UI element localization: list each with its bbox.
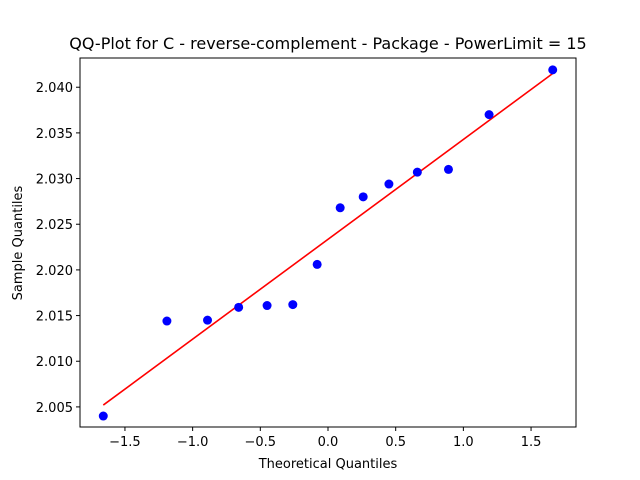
data-point <box>203 315 213 325</box>
data-point <box>335 203 345 213</box>
y-tick-label: 2.025 <box>36 218 73 233</box>
x-tick-label: −1.0 <box>177 435 209 450</box>
chart-title: QQ-Plot for C - reverse-complement - Pac… <box>69 34 586 53</box>
x-tick-label: 0.0 <box>318 435 339 450</box>
x-tick-label: −1.5 <box>109 435 141 450</box>
y-tick-label: 2.005 <box>36 401 73 416</box>
plot-area <box>79 57 577 428</box>
y-axis-label: Sample Quantiles <box>11 185 26 300</box>
y-axis: 2.005 2.010 2.015 2.020 2.025 2.030 2.035 2.040 <box>36 81 80 416</box>
x-axis: −1.5 −1.0 −0.5 0.0 0.5 1.0 1.5 <box>109 427 541 450</box>
y-tick-label: 2.035 <box>36 127 73 142</box>
x-tick-label: 0.5 <box>385 435 406 450</box>
data-point <box>358 192 368 202</box>
data-point <box>162 316 172 326</box>
data-point <box>548 65 558 75</box>
y-tick-label: 2.010 <box>36 355 73 370</box>
data-point <box>412 167 422 177</box>
data-point <box>288 300 298 310</box>
data-point <box>262 301 272 311</box>
data-point <box>98 411 108 421</box>
x-tick-label: 1.0 <box>453 435 474 450</box>
y-tick-label: 2.015 <box>36 310 73 325</box>
data-point <box>384 179 394 189</box>
y-tick-label: 2.040 <box>36 81 73 96</box>
data-point <box>234 302 244 312</box>
data-point <box>484 110 494 120</box>
reference-line <box>102 72 554 406</box>
x-axis-label: Theoretical Quantiles <box>258 457 398 472</box>
x-tick-label: 1.5 <box>521 435 542 450</box>
reference-line-layer <box>102 72 554 406</box>
x-tick-label: −0.5 <box>245 435 277 450</box>
y-tick-label: 2.030 <box>36 173 73 188</box>
y-tick-label: 2.020 <box>36 264 73 279</box>
data-point <box>312 259 322 269</box>
data-points-layer <box>98 65 558 421</box>
plot-background <box>80 58 576 427</box>
data-point <box>443 164 453 174</box>
